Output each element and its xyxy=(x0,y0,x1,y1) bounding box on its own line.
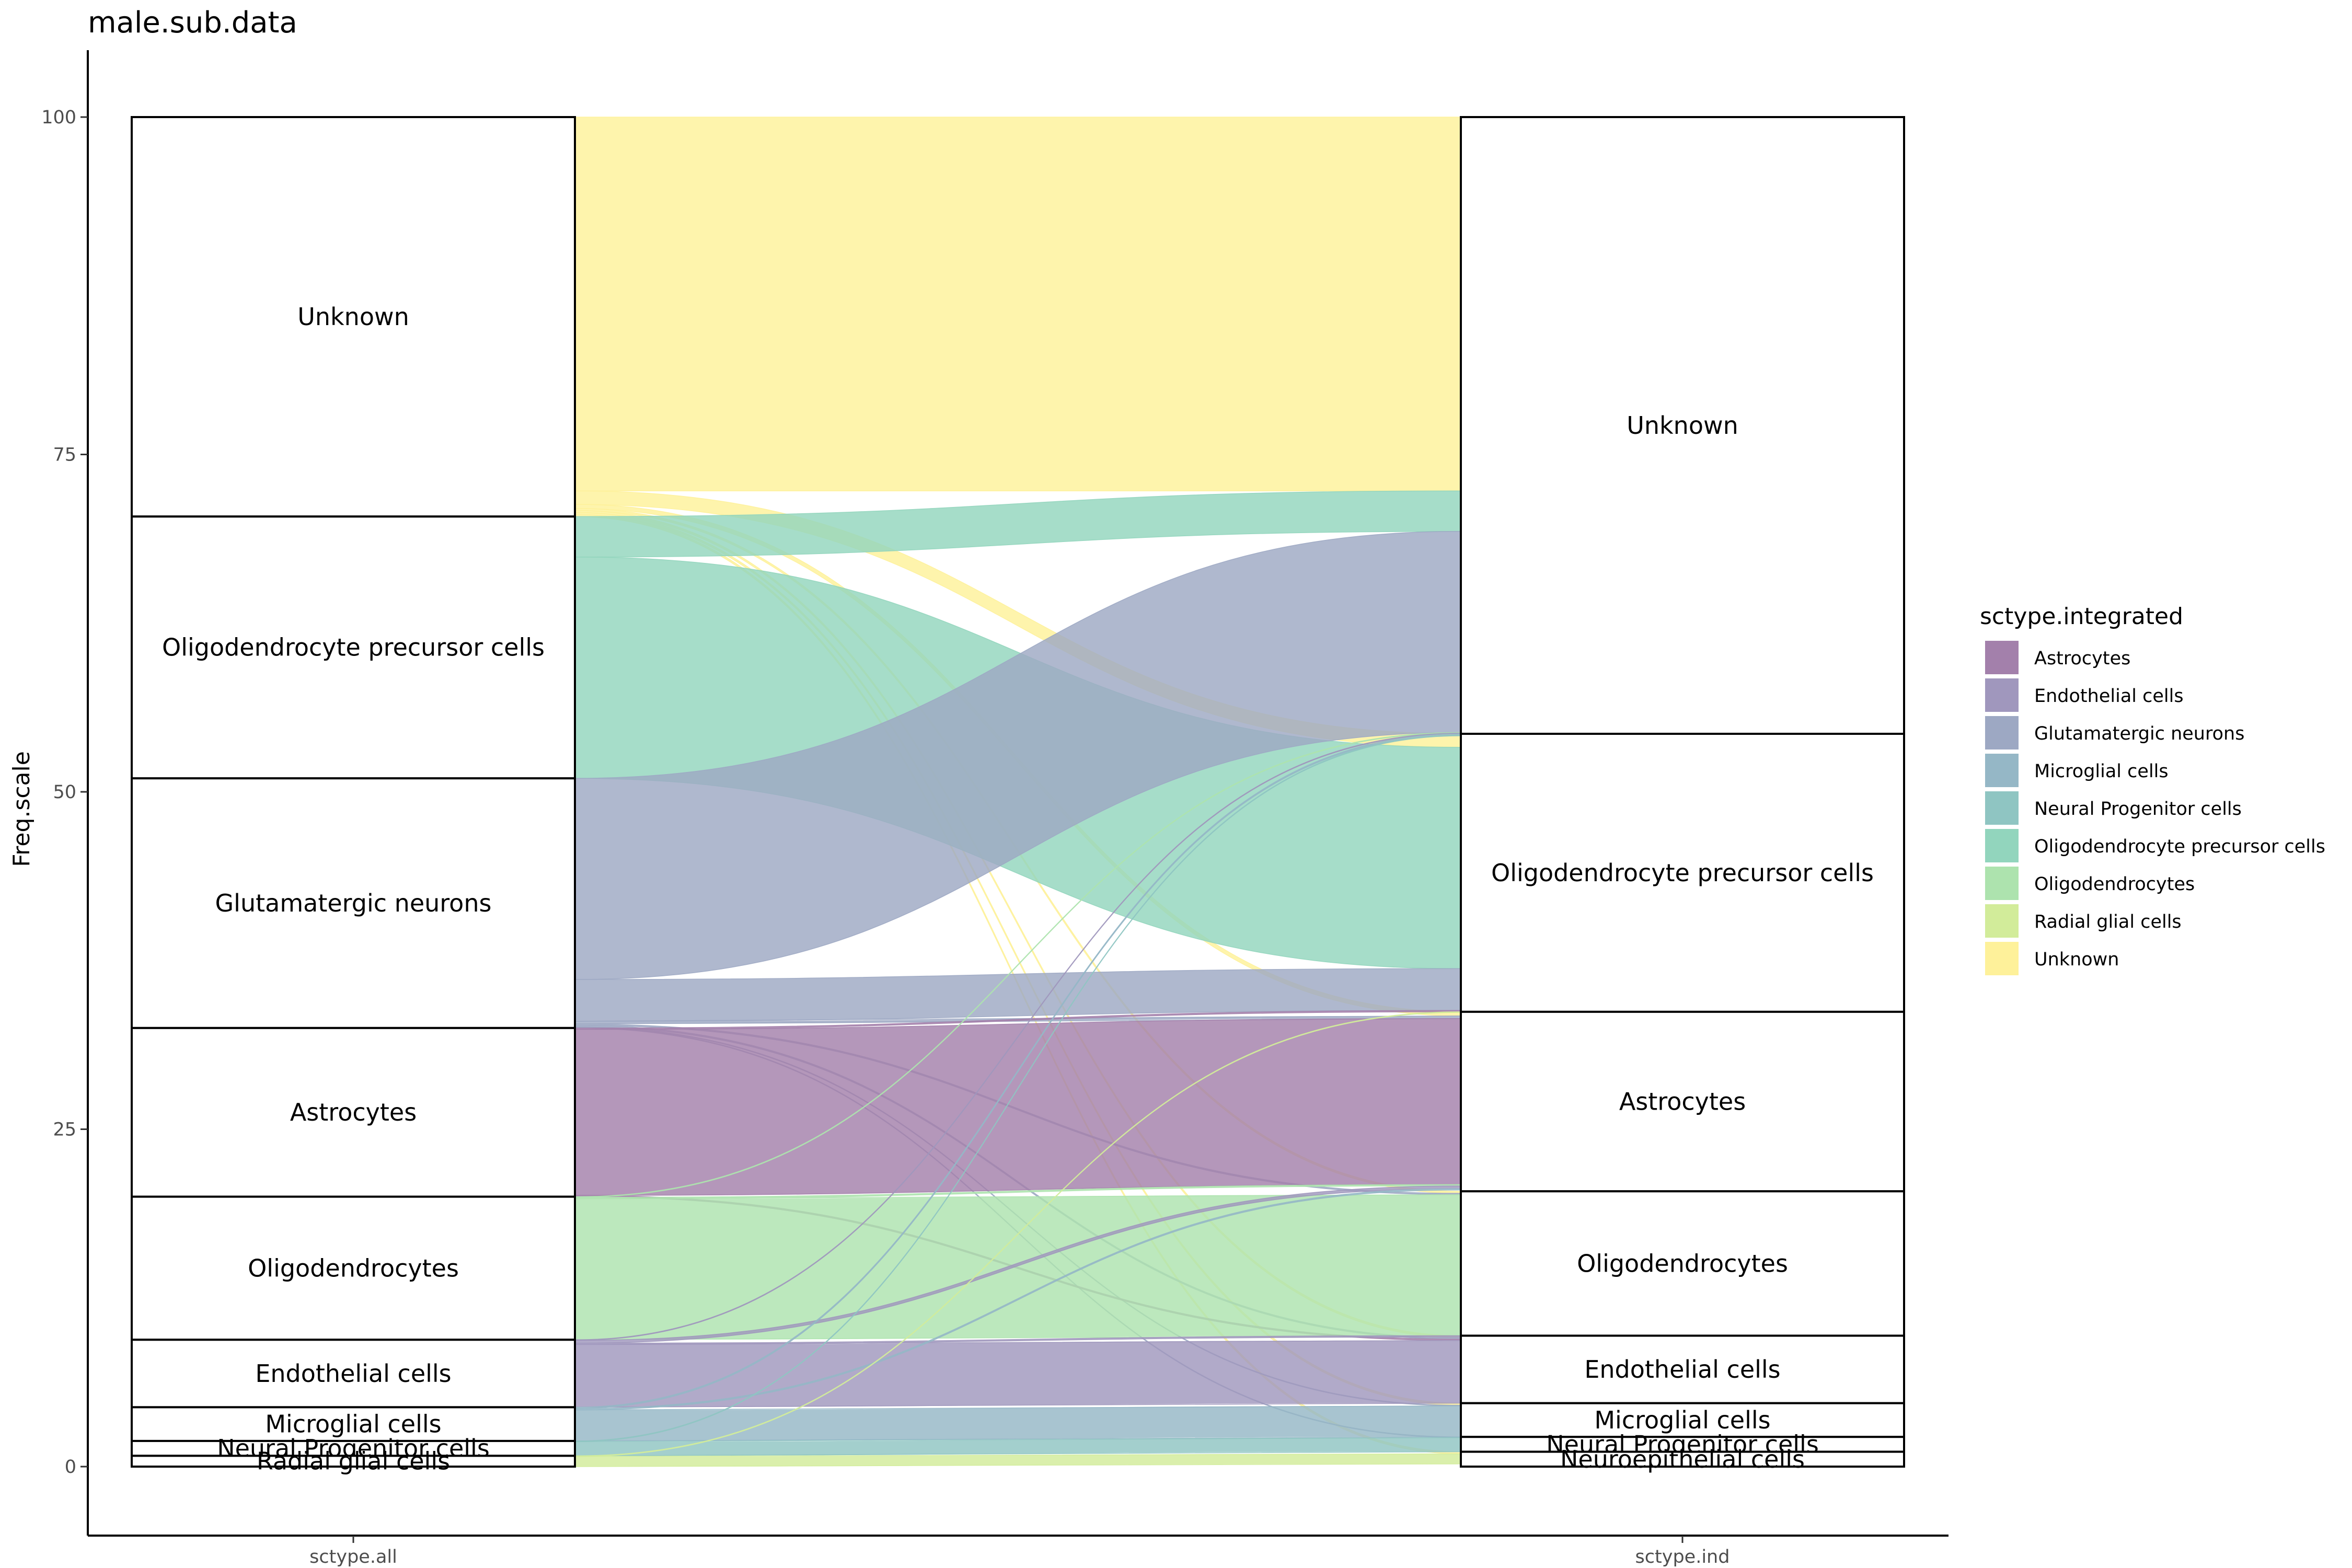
legend-label-microglial-cells: Microglial cells xyxy=(2034,761,2169,782)
legend-swatch-glutamatergic-neurons xyxy=(1985,716,2019,750)
legend-label-unknown: Unknown xyxy=(2034,949,2119,970)
legend-swatch-oligodendrocytes xyxy=(1985,867,2019,900)
left-stratum-label-glutamatergic-neurons: Glutamatergic neurons xyxy=(215,889,492,917)
strata-layer: Unknown Oligodendrocyte precursor cells Gl… xyxy=(131,116,1905,1475)
left-stratum-neural-progenitor-cells xyxy=(131,1439,576,1457)
legend-label-oligodendrocyte-precursor-cells: Oligodendrocyte precursor cells xyxy=(2034,836,2325,857)
flow-oligodendrocytes-to-oligodendrocytes xyxy=(574,1194,1461,1341)
flow-astrocytes-to-astrocytes xyxy=(574,1018,1461,1196)
legend-title: sctype.integrated xyxy=(1980,603,2183,630)
flow-glutamatergic-neurons-to-oligodendrocyte-precursor-cells xyxy=(574,968,1461,1022)
left-stratum-astrocytes xyxy=(131,1027,576,1198)
right-stratum-label-neuroepithelial-cells: Neuroepithelial cells xyxy=(1560,1445,1805,1473)
legend-label-glutamatergic-neurons: Glutamatergic neurons xyxy=(2034,723,2244,744)
legend-swatch-radial-glial-cells xyxy=(1985,904,2019,938)
flow-microglial-cells-to-microglial-cells xyxy=(574,1405,1461,1442)
left-stratum-oligodendrocytes xyxy=(131,1195,576,1341)
y-tick-label-75: 75 xyxy=(53,445,76,466)
left-stratum-radial-glial-cells xyxy=(131,1455,576,1468)
left-stratum-label-astrocytes: Astrocytes xyxy=(290,1098,417,1126)
right-stratum-microglial-cells xyxy=(1460,1402,1905,1438)
legend-swatch-microglial-cells xyxy=(1985,754,2019,787)
right-stratum-unknown xyxy=(1460,116,1905,735)
left-stratum-label-oligodendrocyte-precursor-cells: Oligodendrocyte precursor cells xyxy=(162,633,545,662)
left-stratum-label-oligodendrocytes: Oligodendrocytes xyxy=(248,1254,459,1282)
x-tick-label-sctype-ind: sctype.ind xyxy=(1635,1547,1730,1567)
legend-label-radial-glial-cells: Radial glial cells xyxy=(2034,912,2182,932)
right-stratum-oligodendrocyte-precursor-cells xyxy=(1460,732,1905,1013)
left-stratum-label-endothelial-cells: Endothelial cells xyxy=(255,1359,451,1388)
right-stratum-neuroepithelial-cells xyxy=(1460,1450,1905,1468)
left-stratum-label-unknown: Unknown xyxy=(297,303,409,331)
x-tick-label-sctype-all: sctype.all xyxy=(309,1547,397,1567)
y-axis-title: Freq.scale xyxy=(8,751,35,867)
legend-label-neural-progenitor-cells: Neural Progenitor cells xyxy=(2034,799,2242,820)
left-stratum-oligodendrocyte-precursor-cells xyxy=(131,515,576,780)
chart-title: male.sub.data xyxy=(88,6,297,40)
y-tick-label-50: 50 xyxy=(53,782,76,803)
flow-radial-glial-cells-to-neuroepithelial-cells xyxy=(574,1453,1461,1467)
y-tick-label-0: 0 xyxy=(65,1457,76,1478)
right-stratum-label-astrocytes: Astrocytes xyxy=(1619,1088,1746,1116)
right-stratum-label-oligodendrocyte-precursor-cells: Oligodendrocyte precursor cells xyxy=(1491,859,1874,887)
legend-swatch-unknown xyxy=(1985,942,2019,975)
flow-endothelial-cells-to-endothelial-cells xyxy=(574,1340,1461,1408)
left-stratum-unknown xyxy=(131,116,576,518)
legend-label-astrocytes: Astrocytes xyxy=(2034,648,2130,669)
left-stratum-label-radial-glial-cells: Radial glial cells xyxy=(257,1447,450,1475)
legend: sctype.integrated Astrocytes Endothelial … xyxy=(1980,603,2325,975)
y-tick-label-100: 100 xyxy=(41,107,76,128)
legend-label-endothelial-cells: Endothelial cells xyxy=(2034,686,2184,707)
axes-layer: 0 25 50 75 100 sctype.all sctype.ind xyxy=(41,50,1949,1567)
left-stratum-microglial-cells xyxy=(131,1406,576,1442)
legend-label-oligodendrocytes: Oligodendrocytes xyxy=(2034,874,2195,895)
right-stratum-endothelial-cells xyxy=(1460,1334,1905,1404)
y-tick-label-25: 25 xyxy=(53,1120,76,1140)
legend-swatch-neural-progenitor-cells xyxy=(1985,791,2019,825)
legend-swatch-astrocytes xyxy=(1985,641,2019,674)
left-stratum-label-microglial-cells: Microglial cells xyxy=(265,1410,441,1438)
flow-unknown-to-unknown xyxy=(574,117,1461,491)
legend-swatch-oligodendrocyte-precursor-cells xyxy=(1985,829,2019,862)
right-stratum-oligodendrocytes xyxy=(1460,1190,1905,1337)
right-stratum-label-endothelial-cells: Endothelial cells xyxy=(1584,1355,1780,1383)
left-stratum-glutamatergic-neurons xyxy=(131,777,576,1029)
left-stratum-endothelial-cells xyxy=(131,1339,576,1409)
legend-swatch-endothelial-cells xyxy=(1985,678,2019,712)
right-stratum-label-microglial-cells: Microglial cells xyxy=(1594,1406,1770,1434)
right-stratum-label-oligodendrocytes: Oligodendrocytes xyxy=(1577,1249,1788,1277)
right-stratum-astrocytes xyxy=(1460,1010,1905,1193)
flows-layer xyxy=(574,117,1461,1467)
right-stratum-label-unknown: Unknown xyxy=(1627,411,1738,440)
